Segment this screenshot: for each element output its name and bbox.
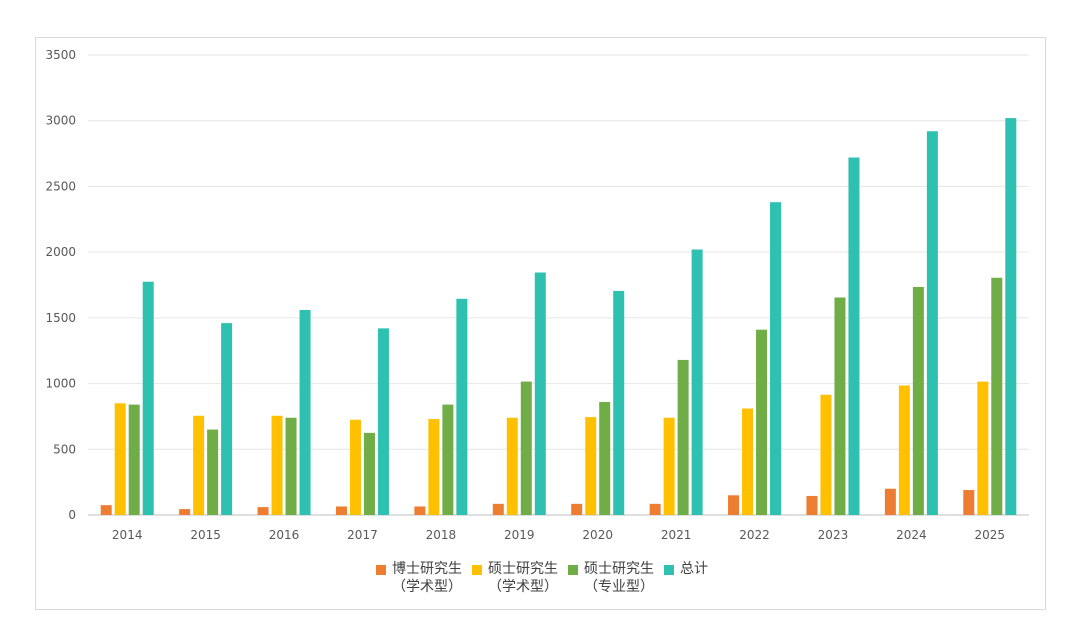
bar-series-0-2019 [492,503,504,515]
x-tick-label: 2014 [112,528,143,542]
y-tick-label: 1500 [45,311,76,325]
legend: 博士研究生 （学术型） 硕士研究生 （学术型） 硕士研究生 （专业型） 总计 [0,560,1084,596]
bar-series-1-2015 [193,415,205,515]
bar-series-0-2017 [335,506,347,515]
bar-series-1-2018 [428,419,440,515]
x-tick-label: 2015 [190,528,221,542]
y-tick-label: 3000 [45,114,76,128]
legend-item: 硕士研究生 （学术型） [472,560,558,596]
bar-series-0-2015 [179,509,191,515]
bar-series-2-2018 [442,404,454,515]
bar-series-2-2024 [912,286,924,515]
legend-item: 博士研究生 （学术型） [376,560,462,596]
bar-series-2-2022 [756,329,768,515]
bar-series-1-2019 [506,417,518,515]
x-tick-label: 2019 [504,528,535,542]
bar-series-2-2021 [677,359,689,515]
bar-series-1-2023 [820,394,832,515]
bar-series-1-2021 [663,417,675,515]
x-tick-label: 2017 [347,528,378,542]
y-tick-label: 0 [68,508,76,522]
bar-series-2-2017 [363,432,375,515]
bar-series-0-2014 [100,505,112,515]
bar-series-1-2022 [742,408,754,515]
y-tick-label: 2000 [45,245,76,259]
bar-series-1-2024 [898,385,910,515]
bar-series-2-2015 [207,429,219,515]
bar-series-3-2016 [299,309,311,515]
y-tick-label: 500 [53,442,76,456]
bar-series-2-2025 [991,277,1003,515]
bar-series-2-2019 [520,381,532,515]
bar-series-3-2025 [1005,118,1017,515]
bar-series-1-2016 [271,415,283,515]
legend-label: 硕士研究生 （专业型） [584,561,654,595]
bar-series-0-2025 [963,490,975,515]
legend-label: 博士研究生 （学术型） [392,561,462,595]
bar-series-3-2015 [221,323,233,515]
x-axis-ticks: 2014 2015 2016 2017 2018 2019 2020 2021 2022 2023… [112,528,1005,542]
y-tick-label: 1000 [45,377,76,391]
y-tick-label: 2500 [45,179,76,193]
bar-series-0-2023 [806,495,818,515]
legend-item: 总计 [664,560,708,596]
bar-series-0-2020 [571,503,583,515]
bar-series-1-2025 [977,381,989,515]
bar-series-2-2023 [834,297,846,515]
legend-swatch [376,565,386,575]
bar-series-3-2017 [377,328,389,515]
y-axis-ticks: 0 500 1000 1500 2000 2500 3000 3500 [45,48,76,522]
bar-series-2-2014 [128,404,140,515]
x-tick-label: 2018 [426,528,457,542]
x-tick-label: 2022 [739,528,770,542]
x-tick-label: 2023 [818,528,849,542]
bar-series-3-2019 [534,272,546,515]
y-tick-label: 3500 [45,48,76,62]
bar-series-3-2024 [926,131,938,515]
bar-series-2-2016 [285,417,297,515]
legend-item: 硕士研究生 （专业型） [568,560,654,596]
legend-swatch [472,565,482,575]
bar-series-3-2023 [848,157,860,515]
bar-series-0-2024 [884,488,896,515]
bar-series-1-2017 [349,419,361,515]
x-tick-label: 2024 [896,528,927,542]
legend-label: 总计 [680,561,708,577]
bar-series-0-2018 [414,506,426,515]
x-tick-label: 2021 [661,528,692,542]
bar-series-3-2018 [456,298,468,515]
x-tick-label: 2025 [975,528,1006,542]
bar-series-3-2021 [691,249,703,515]
bar-series-3-2020 [613,290,625,515]
legend-swatch [664,565,674,575]
bar-series-0-2022 [728,495,740,515]
legend-swatch [568,565,578,575]
bar-series-1-2014 [114,403,126,515]
x-tick-label: 2016 [269,528,300,542]
bar-series-1-2020 [585,417,597,515]
bar-series-0-2016 [257,507,269,515]
bar-series-2-2020 [599,401,611,515]
gridlines [88,54,1029,516]
x-tick-label: 2020 [582,528,613,542]
bars [100,118,1017,515]
bar-series-3-2014 [142,281,154,515]
legend-label: 硕士研究生 （学术型） [488,561,558,595]
bar-series-3-2022 [770,202,782,515]
bar-series-0-2021 [649,503,661,515]
